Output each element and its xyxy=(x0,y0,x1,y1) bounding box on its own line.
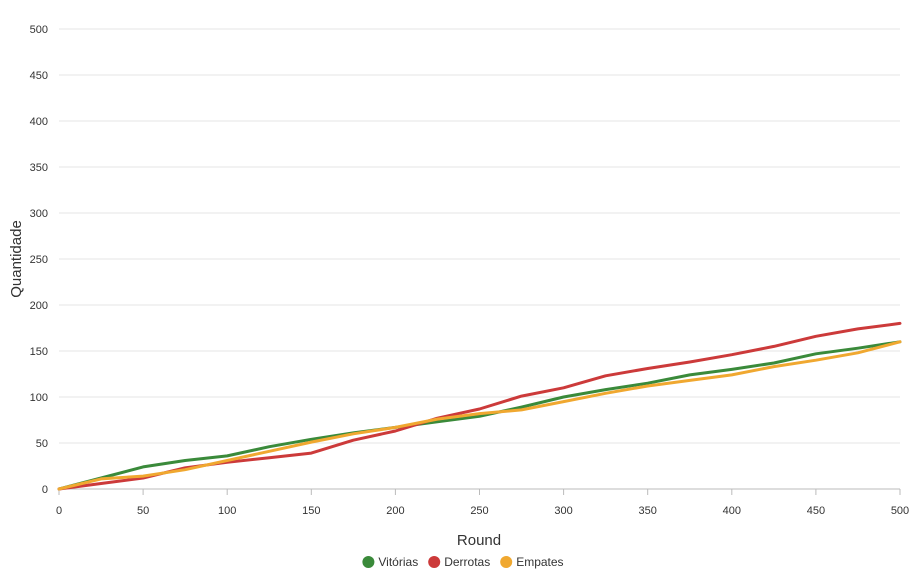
x-tick-label: 150 xyxy=(302,505,320,517)
y-tick-label: 200 xyxy=(30,300,48,312)
y-tick-label: 100 xyxy=(30,392,48,404)
x-tick-label: 300 xyxy=(554,505,572,517)
series-lines xyxy=(57,321,902,491)
x-tick-label: 100 xyxy=(218,505,236,517)
legend-item-derrotas[interactable]: Derrotas xyxy=(428,555,490,569)
x-axis-ticks: 0 50 100 150 200 250 300 350 400 450 500 xyxy=(56,489,909,517)
grid-lines xyxy=(59,28,900,490)
x-tick-label: 200 xyxy=(386,505,404,517)
y-tick-label: 50 xyxy=(36,438,48,450)
legend-marker-icon xyxy=(500,556,513,568)
x-tick-label: 350 xyxy=(639,505,657,517)
y-tick-label: 300 xyxy=(30,208,48,220)
legend-label: Derrotas xyxy=(444,555,490,569)
legend-item-empates[interactable]: Empates xyxy=(500,555,564,569)
x-tick-label: 400 xyxy=(723,505,741,517)
y-tick-label: 400 xyxy=(30,116,48,128)
legend[interactable]: Vitórias Derrotas Empates xyxy=(362,555,564,569)
legend-marker-icon xyxy=(362,556,375,568)
y-axis-ticks: 0 50 100 150 200 250 300 350 400 450 500 xyxy=(30,24,48,496)
legend-item-vitorias[interactable]: Vitórias xyxy=(362,555,418,569)
y-axis-title: Quantidade xyxy=(8,220,25,298)
y-tick-label: 350 xyxy=(30,162,48,174)
legend-label: Empates xyxy=(516,555,563,569)
y-tick-label: 150 xyxy=(30,346,48,358)
y-tick-label: 450 xyxy=(30,70,48,82)
y-tick-label: 0 xyxy=(42,484,48,496)
x-axis-title: Round xyxy=(457,532,501,549)
x-tick-label: 500 xyxy=(891,505,909,517)
series-line-vitorias xyxy=(57,340,902,491)
y-tick-label: 500 xyxy=(30,24,48,36)
legend-marker-icon xyxy=(428,556,441,568)
x-tick-label: 250 xyxy=(470,505,488,517)
x-tick-label: 50 xyxy=(137,505,149,517)
legend-label: Vitórias xyxy=(378,555,418,569)
x-tick-label: 0 xyxy=(56,505,62,517)
series-line-empates xyxy=(57,340,902,491)
y-tick-label: 250 xyxy=(30,254,48,266)
series-line-derrotas xyxy=(57,321,902,491)
x-tick-label: 450 xyxy=(807,505,825,517)
